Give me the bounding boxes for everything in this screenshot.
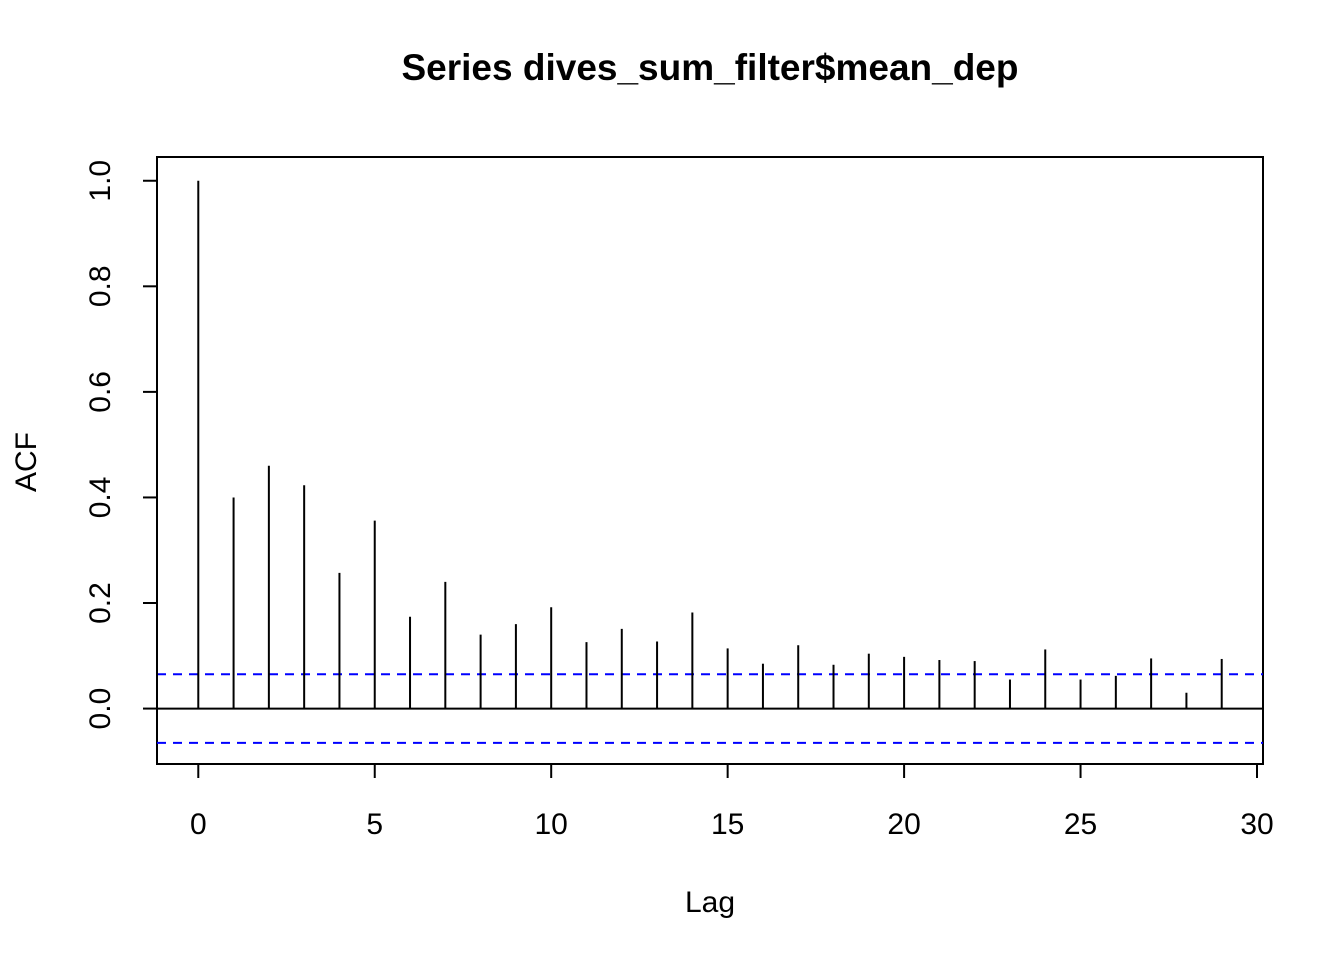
x-axis-label: Lag <box>685 886 735 919</box>
y-tick-label: 0.6 <box>84 371 117 413</box>
y-tick-label: 0.4 <box>84 477 117 519</box>
y-axis-label: ACF <box>10 432 43 492</box>
chart-title: Series dives_sum_filter$mean_dep <box>402 47 1019 88</box>
y-tick-label: 0.2 <box>84 582 117 624</box>
x-tick-label: 15 <box>711 808 744 841</box>
axes: 0 5 10 15 20 25 30 0.0 0.2 0.4 0.6 0.8 1.0 <box>84 160 1274 841</box>
y-tick-label: 0.0 <box>84 688 117 730</box>
x-tick-label: 25 <box>1064 808 1097 841</box>
x-tick-label: 5 <box>366 808 383 841</box>
x-tick-label: 0 <box>190 808 207 841</box>
y-tick-label: 0.8 <box>84 265 117 307</box>
x-tick-label: 10 <box>535 808 568 841</box>
plot-area <box>157 180 1263 744</box>
x-tick-label: 30 <box>1240 808 1273 841</box>
plot-box <box>156 156 1264 765</box>
x-tick-label: 20 <box>887 808 920 841</box>
y-tick-label: 1.0 <box>84 160 117 202</box>
